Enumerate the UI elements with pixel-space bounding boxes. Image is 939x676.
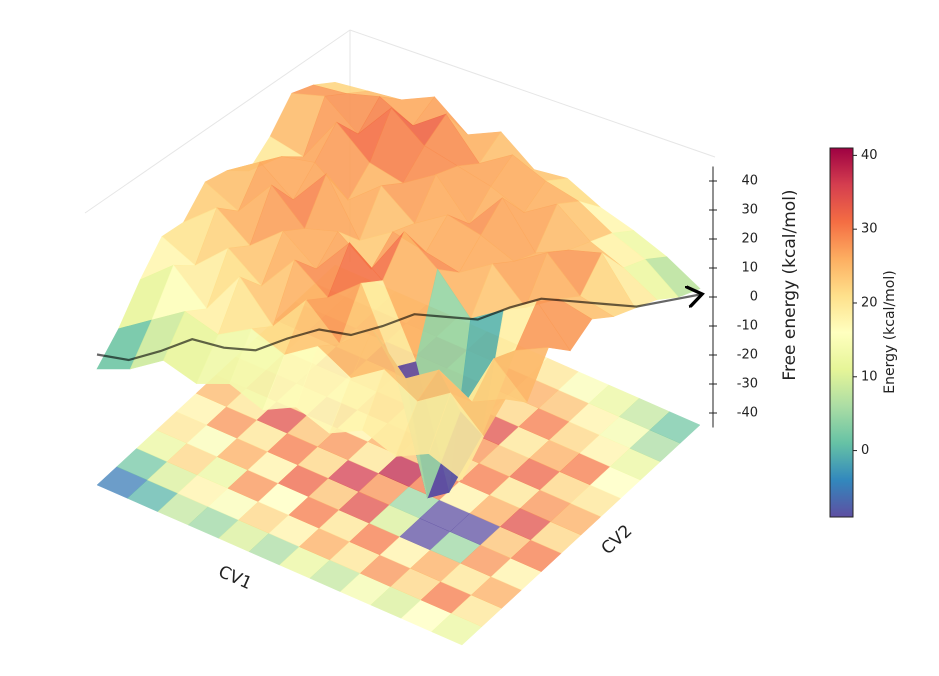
x-axis-label: CV1: [215, 562, 254, 594]
z-tick-label: 30: [741, 203, 758, 218]
z-axis: -40 -30 -20 -10 0 10 20 30 40: [709, 166, 758, 428]
floor-cell: [649, 411, 701, 444]
colorbar-scale: [829, 147, 854, 518]
colorbar-tick-label: 0: [861, 443, 869, 458]
surface: [96, 81, 701, 500]
z-tick-label: 20: [741, 232, 758, 247]
y-axis-label: CV2: [598, 521, 637, 559]
colorbar: 0 10 20 30 40: [829, 147, 878, 518]
colorbar-label: Energy (kcal/mol): [882, 270, 898, 393]
colorbar-tick-label: 20: [861, 295, 878, 310]
z-tick-label: -40: [737, 406, 758, 421]
colorbar-tick-label: 30: [861, 222, 878, 237]
surface-patch: [428, 392, 484, 481]
z-axis-label: Free energy (kcal/mol): [780, 189, 800, 380]
z-tick-label: 40: [741, 174, 758, 189]
z-tick-label: 10: [741, 261, 758, 276]
colorbar-tick-label: 40: [861, 148, 878, 163]
z-tick-label: -30: [737, 377, 758, 392]
path-line: [96, 295, 700, 362]
path: [96, 295, 700, 362]
colorbar-tick-label: 10: [861, 369, 878, 384]
z-tick-label: 0: [750, 290, 758, 305]
z-tick-label: -10: [737, 319, 758, 334]
z-tick-label: -20: [737, 348, 758, 363]
